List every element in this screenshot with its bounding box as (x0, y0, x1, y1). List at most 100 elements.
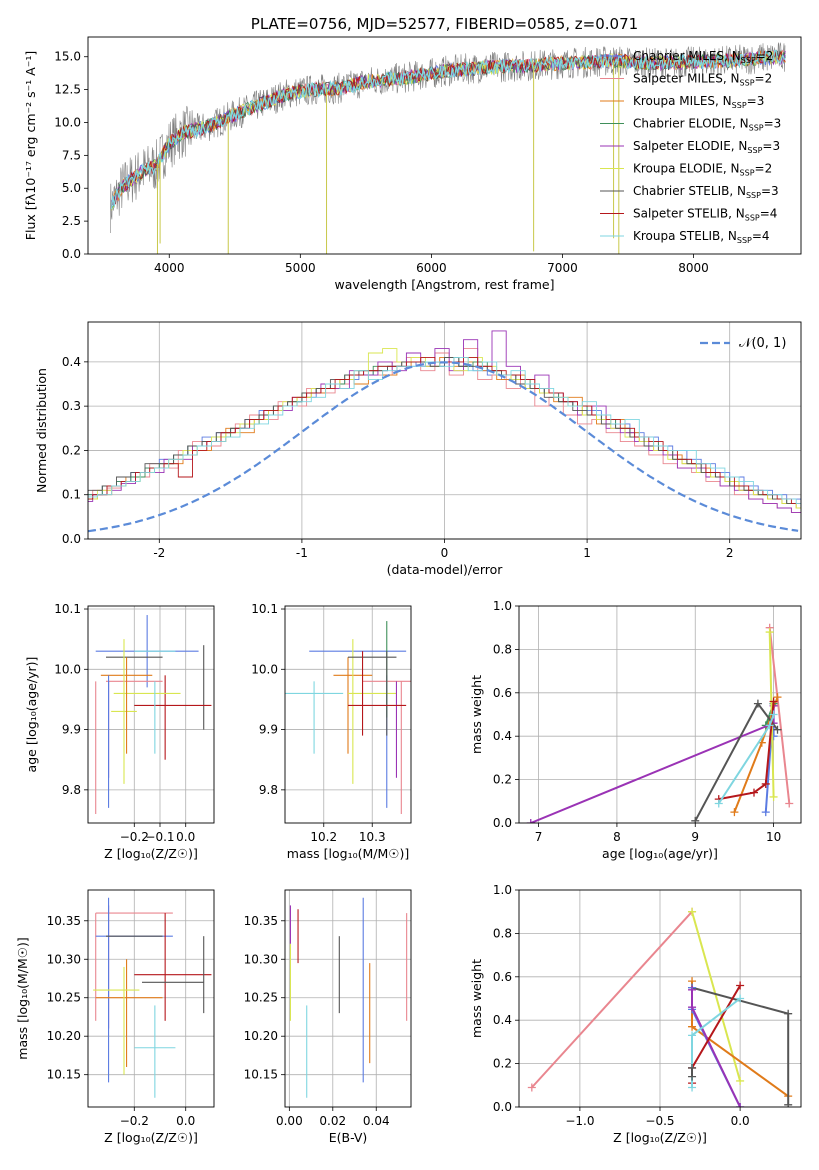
legend-label: 𝒩(0, 1) (739, 336, 786, 351)
x-tick-label: −1.0 (565, 1114, 594, 1128)
weight-marker (785, 799, 794, 808)
y-tick-label: 0.8 (493, 926, 512, 940)
normal-curve (88, 361, 799, 533)
legend-label: Chabrier MILES, NSSP=2 (633, 49, 773, 65)
x-tick-label: 7000 (547, 261, 578, 275)
y-tick-label: 9.8 (62, 783, 81, 797)
weight-line (694, 701, 779, 822)
axes-frame (518, 605, 802, 824)
y-tick-label: 10.0 (54, 662, 81, 676)
x-axis-label: mass [log₁₀(M/M☉)] (287, 846, 409, 861)
x-tick-label: 0.04 (363, 1114, 390, 1128)
histogram-step (88, 356, 801, 505)
x-axis-label: Z [log₁₀(Z/Z☉)] (104, 846, 198, 861)
weight-marker (688, 1072, 697, 1081)
weight-marker (688, 1022, 697, 1031)
y-tick-label: 0.2 (493, 773, 512, 787)
weight-marker (769, 697, 778, 706)
y-tick-label: 0.1 (62, 488, 81, 502)
y-tick-label: 10.20 (244, 1029, 278, 1043)
y-tick-label: 5.0 (62, 181, 81, 195)
legend-value: =3 (747, 94, 765, 108)
x-tick-label: 7 (535, 830, 543, 844)
weight-marker (688, 1083, 697, 1092)
errorbar-point (111, 639, 137, 784)
x-tick-label: 2 (726, 546, 734, 560)
age-mass-axes: 10.2 10.3 9.8 9.9 10.0 10.1 mass [log₁₀(M/M☉)] (251, 602, 411, 861)
y-tick-label: 0.4 (493, 729, 512, 743)
y-tick-label: 10.1 (251, 602, 278, 616)
mass-Z-axes: −0.2 0.0 10.15 10.20 10.25 10.30 10.35 Z [log₁₀… (15, 890, 214, 1145)
weight-marker (773, 725, 782, 734)
weight-marker (784, 1100, 793, 1107)
y-tick-label: 9.9 (62, 723, 81, 737)
legend-subscript: SSP (747, 146, 762, 155)
weight-marker (736, 1076, 745, 1085)
y-tick-label: 0.8 (493, 642, 512, 656)
legend-subscript: SSP (740, 79, 755, 88)
weight-marker (688, 985, 697, 994)
y-tick-label: 12.5 (54, 83, 81, 97)
y-tick-label: 0.0 (493, 816, 512, 830)
weight-marker (526, 819, 535, 823)
x-axis-label: wavelength [Angstrom, rest frame] (334, 277, 554, 292)
histogram-step (88, 356, 801, 505)
weight-marker (750, 788, 758, 797)
y-tick-label: 0.2 (493, 1057, 512, 1071)
weight-marker (714, 799, 723, 808)
legend-value: =4 (752, 229, 770, 243)
histogram-step (88, 356, 801, 509)
mass-Z-errorbars (93, 897, 212, 1098)
x-tick-label: 5000 (285, 261, 316, 275)
legend-value: =2 (755, 72, 773, 86)
axes-frame (284, 889, 412, 1108)
x-axis-label: (data-model)/error (387, 562, 504, 577)
model-spectrum-line (111, 49, 786, 210)
x-tick-label: 1 (583, 546, 591, 560)
x-tick-label: 4000 (154, 261, 185, 275)
legend-subscript: SSP (741, 56, 756, 65)
weight-marker (784, 1009, 793, 1018)
y-tick-label: 0.6 (493, 970, 512, 984)
y-tick-label: 10.1 (54, 602, 81, 616)
x-tick-label: 6000 (416, 261, 447, 275)
x-tick-label: -2 (153, 546, 165, 560)
y-tick-label: 15.0 (54, 50, 81, 64)
y-tick-label: 10.35 (244, 914, 278, 928)
legend-subscript: SSP (740, 169, 755, 178)
mass-EBV-errorbars (289, 897, 408, 1098)
y-axis-label: mass weight (469, 959, 484, 1038)
y-tick-label: 7.5 (62, 148, 81, 162)
mass-EBV-axes: 0.00 0.02 0.04 10.15 10.20 10.25 10.30 10.35 E(B… (244, 890, 411, 1145)
weight-marker (765, 628, 774, 637)
legend-label: Chabrier ELODIE, NSSP=3 (633, 117, 781, 133)
legend-subscript: SSP (745, 214, 760, 223)
x-tick-label: 10 (766, 830, 781, 844)
x-tick-label: 0.0 (176, 830, 195, 844)
x-tick-label: −0.2 (120, 830, 149, 844)
x-tick-label: 8 (613, 830, 621, 844)
model-spectrum-line (111, 50, 786, 207)
weight-marker (773, 693, 782, 702)
weight-marker (688, 1003, 697, 1012)
x-tick-label: −0.1 (145, 830, 174, 844)
weight-Z-lines (527, 907, 793, 1107)
legend-value: =3 (762, 139, 780, 153)
x-tick-label: −0.2 (120, 1114, 149, 1128)
x-tick-label: −0.5 (645, 1114, 674, 1128)
x-axis-label: Z [log₁₀(Z/Z☉)] (613, 1130, 707, 1145)
weight-marker (691, 816, 700, 823)
legend-value: =2 (756, 49, 774, 63)
weight-marker (753, 699, 762, 708)
y-axis-label: Normed distribution (34, 368, 49, 493)
y-tick-label: 9.9 (259, 723, 278, 737)
x-tick-label: 0.0 (731, 1114, 750, 1128)
weight-marker (730, 808, 739, 817)
histogram-step (88, 356, 801, 509)
y-tick-label: 0.0 (62, 532, 81, 546)
x-axis-label: age [log₁₀(age/yr)] (602, 846, 718, 861)
y-tick-label: 10.0 (251, 662, 278, 676)
histogram-step (88, 356, 801, 509)
weight-marker (736, 981, 745, 990)
